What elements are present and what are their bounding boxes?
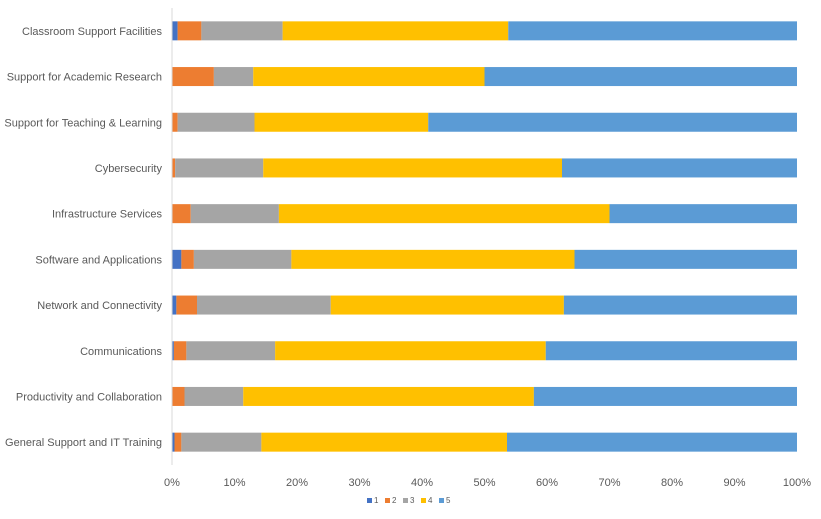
bar-segment-3-0: [201, 21, 283, 41]
legend-label-2: 2: [392, 496, 397, 505]
bar-segment-1-9: [172, 432, 175, 452]
legend-swatch-1: [367, 498, 372, 503]
legend-label-1: 1: [374, 496, 379, 505]
bar-segment-5-1: [484, 67, 797, 87]
bar-segment-4-2: [254, 112, 429, 132]
legend-swatch-3: [403, 498, 408, 503]
bar-segment-5-8: [533, 386, 797, 406]
legend: 1 2 3 4 5: [367, 496, 451, 505]
x-tick-label: 80%: [661, 477, 683, 489]
x-tick-label: 40%: [411, 477, 433, 489]
category-label: Communications: [80, 346, 162, 358]
category-label: Software and Applications: [35, 254, 162, 266]
bar-segment-3-4: [190, 204, 279, 224]
bar-segment-5-2: [428, 112, 797, 132]
category-label: Network and Connectivity: [37, 300, 162, 312]
category-label: General Support and IT Training: [5, 437, 162, 449]
bar-segment-2-9: [174, 432, 182, 452]
x-tick-label: 0%: [164, 477, 180, 489]
bar-segment-5-5: [574, 249, 797, 269]
bar-segment-5-0: [508, 21, 797, 41]
bar-segment-2-3: [172, 158, 176, 178]
legend-swatch-4: [421, 498, 426, 503]
legend-swatch-5: [439, 498, 444, 503]
bar-segment-2-8: [172, 386, 185, 406]
bar-segment-2-1: [172, 67, 214, 87]
bar-segment-1-7: [172, 341, 174, 361]
x-tick-label: 90%: [723, 477, 745, 489]
x-tick-label: 50%: [473, 477, 495, 489]
bar-segment-1-5: [172, 249, 182, 269]
bar-segment-2-0: [177, 21, 202, 41]
legend-swatch-2: [385, 498, 390, 503]
bar-segment-3-7: [186, 341, 276, 361]
bar-segment-4-8: [243, 386, 534, 406]
bar-segment-3-1: [213, 67, 254, 87]
category-label: Cybersecurity: [95, 163, 163, 175]
bar-segment-1-0: [172, 21, 178, 41]
bar-segment-3-2: [177, 112, 255, 132]
bar-segment-2-5: [181, 249, 194, 269]
category-label: Support for Academic Research: [7, 72, 162, 84]
bar-segment-3-8: [184, 386, 244, 406]
bar-segment-5-9: [507, 432, 797, 452]
bar-segment-4-1: [253, 67, 485, 87]
bar-segment-4-6: [330, 295, 564, 315]
x-tick-label: 60%: [536, 477, 558, 489]
bars-layer: [172, 21, 797, 452]
bar-segment-1-6: [172, 295, 177, 315]
category-label: Support for Teaching & Learning: [4, 117, 162, 129]
legend-label-5: 5: [446, 496, 451, 505]
x-tick-label: 100%: [783, 477, 811, 489]
bar-segment-4-9: [261, 432, 507, 452]
bar-segment-5-4: [609, 204, 797, 224]
bar-segment-3-5: [193, 249, 292, 269]
bar-segment-3-3: [175, 158, 264, 178]
bar-segment-4-0: [282, 21, 509, 41]
bar-segment-4-5: [291, 249, 575, 269]
legend-label-3: 3: [410, 496, 415, 505]
category-label: Infrastructure Services: [52, 209, 163, 221]
x-tick-label: 70%: [598, 477, 620, 489]
x-axis: 0% 10% 20% 30% 40% 50% 60% 70% 80% 90% 100%: [164, 8, 811, 489]
category-label: Classroom Support Facilities: [22, 26, 162, 38]
category-label: Productivity and Collaboration: [16, 391, 162, 403]
category-labels: Classroom Support Facilities Support for …: [4, 26, 162, 449]
x-tick-label: 20%: [286, 477, 308, 489]
bar-segment-4-7: [275, 341, 546, 361]
bar-segment-3-9: [181, 432, 262, 452]
legend-label-4: 4: [428, 496, 433, 505]
bar-segment-5-6: [563, 295, 797, 315]
bar-segment-5-3: [562, 158, 797, 178]
bar-segment-2-6: [176, 295, 197, 315]
bar-segment-4-3: [263, 158, 562, 178]
bar-segment-2-4: [172, 204, 191, 224]
bar-segment-2-7: [173, 341, 187, 361]
x-tick-label: 10%: [223, 477, 245, 489]
bar-segment-2-2: [172, 112, 178, 132]
bar-segment-3-6: [197, 295, 331, 315]
bar-segment-4-4: [278, 204, 610, 224]
bar-segment-5-7: [545, 341, 797, 361]
x-tick-label: 30%: [348, 477, 370, 489]
